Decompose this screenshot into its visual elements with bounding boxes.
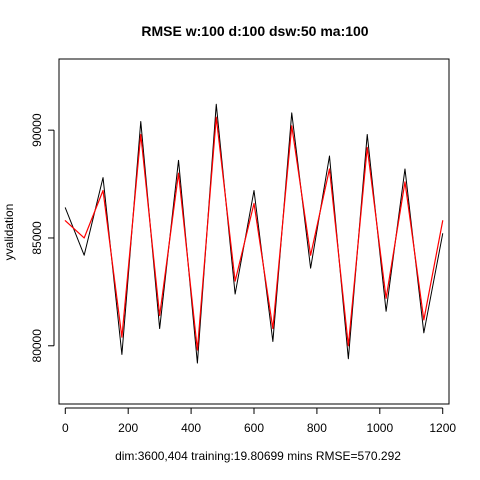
y-tick-label: 80000 — [30, 329, 44, 363]
chart-title: RMSE w:100 d:100 dsw:50 ma:100 — [141, 23, 368, 39]
x-tick-label: 800 — [307, 421, 327, 435]
x-tick-label: 1000 — [366, 421, 393, 435]
x-tick-label: 400 — [181, 421, 201, 435]
y-axis-label: yvalidation — [2, 204, 16, 261]
plot-frame — [58, 58, 450, 405]
axis-layer: 0 200 400 600 800 1000 1200 80000 85000 90000 — [30, 113, 456, 435]
x-tick-label: 600 — [244, 421, 264, 435]
x-tick-label: 1200 — [429, 421, 456, 435]
plot-layer — [64, 103, 444, 364]
x-tick-label: 200 — [118, 421, 138, 435]
series-line-2 — [64, 116, 444, 351]
y-tick-label: 85000 — [30, 221, 44, 255]
y-tick-label: 90000 — [30, 113, 44, 147]
x-axis-label: dim:3600,404 training:19.80699 mins RMSE… — [115, 449, 401, 463]
x-tick-label: 0 — [62, 421, 69, 435]
